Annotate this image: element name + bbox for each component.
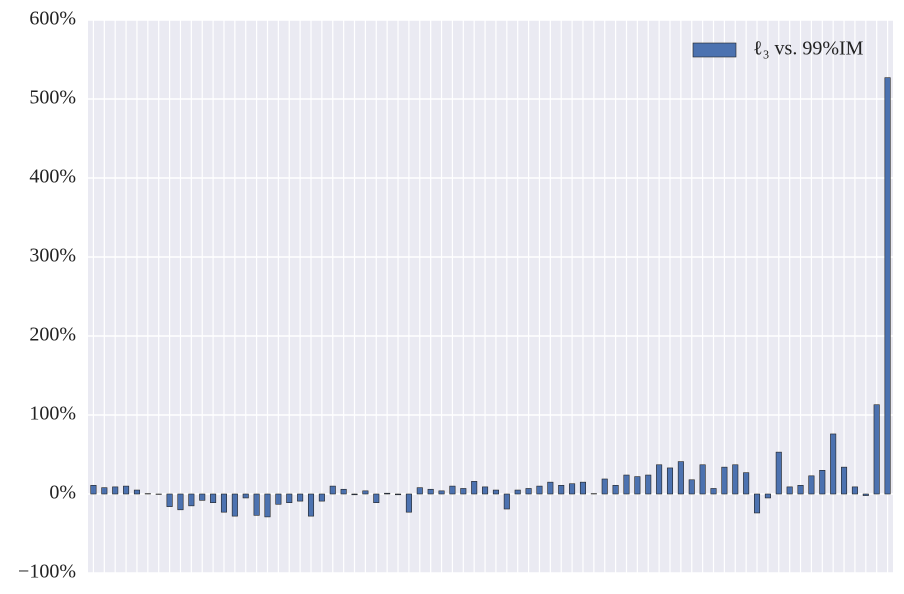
bar [188, 493, 195, 507]
bar [297, 493, 304, 502]
y-tick-label: 600% [29, 8, 76, 30]
bar [601, 478, 608, 495]
bar [775, 451, 782, 495]
bar [231, 493, 238, 517]
bar [699, 464, 706, 495]
bar [351, 493, 358, 496]
bar [514, 489, 521, 495]
bar [329, 485, 336, 495]
bar [112, 486, 119, 495]
bar [754, 493, 761, 514]
y-tick-label: 100% [29, 403, 76, 425]
bar [558, 485, 565, 495]
bar [318, 493, 325, 502]
y-tick-label: 500% [29, 87, 76, 109]
bar [503, 493, 510, 510]
bar [569, 483, 576, 495]
bar [199, 493, 206, 501]
bar [721, 466, 728, 495]
bar [427, 488, 434, 495]
bar [851, 486, 858, 495]
bar [830, 433, 837, 495]
bar [275, 493, 282, 505]
bar [101, 487, 108, 495]
bar [612, 485, 619, 495]
bar [743, 472, 750, 495]
bar [177, 493, 184, 511]
bar [90, 485, 97, 495]
bar [438, 490, 445, 495]
bar [666, 467, 674, 495]
bar [884, 77, 891, 495]
bar [547, 481, 554, 495]
bar [210, 493, 217, 503]
bar [384, 492, 391, 495]
bar [862, 493, 869, 496]
plot-area [88, 20, 893, 573]
y-tick-label: 300% [29, 245, 76, 267]
bar [416, 487, 423, 495]
bar [656, 464, 663, 495]
bar [786, 486, 793, 495]
bar [492, 489, 499, 495]
bar [340, 488, 347, 495]
bar [797, 485, 804, 495]
bar [873, 404, 880, 495]
bar [286, 493, 293, 503]
bar [220, 493, 227, 513]
bar [362, 490, 369, 495]
bar [819, 469, 826, 495]
y-tick-label: 0% [49, 482, 76, 504]
bar [123, 485, 130, 495]
bar [471, 481, 478, 495]
bar [579, 481, 586, 495]
y-tick-label: −100% [18, 561, 76, 583]
bar [623, 474, 630, 495]
bar [405, 493, 412, 513]
legend-label: ℓ₃ vs. 99%IM [753, 38, 864, 60]
bar [449, 485, 456, 495]
bar [395, 493, 402, 496]
bar [808, 475, 815, 495]
bar [242, 493, 249, 499]
bar [133, 489, 140, 495]
y-tick-label: 400% [29, 166, 76, 188]
bar [841, 466, 848, 495]
bar [373, 493, 380, 503]
bar [645, 474, 652, 495]
bar [253, 493, 260, 516]
bar [764, 493, 771, 499]
legend-swatch [692, 42, 737, 58]
bar [482, 486, 489, 495]
bar [688, 479, 695, 495]
bar [677, 461, 684, 495]
y-tick-label: 200% [29, 324, 76, 346]
bar [710, 488, 717, 495]
bar [307, 493, 315, 517]
bar [732, 464, 739, 495]
bar [166, 493, 173, 507]
bar [460, 488, 467, 495]
bar [525, 488, 532, 495]
bar [536, 485, 543, 495]
bar [264, 493, 271, 518]
bar [634, 476, 641, 495]
